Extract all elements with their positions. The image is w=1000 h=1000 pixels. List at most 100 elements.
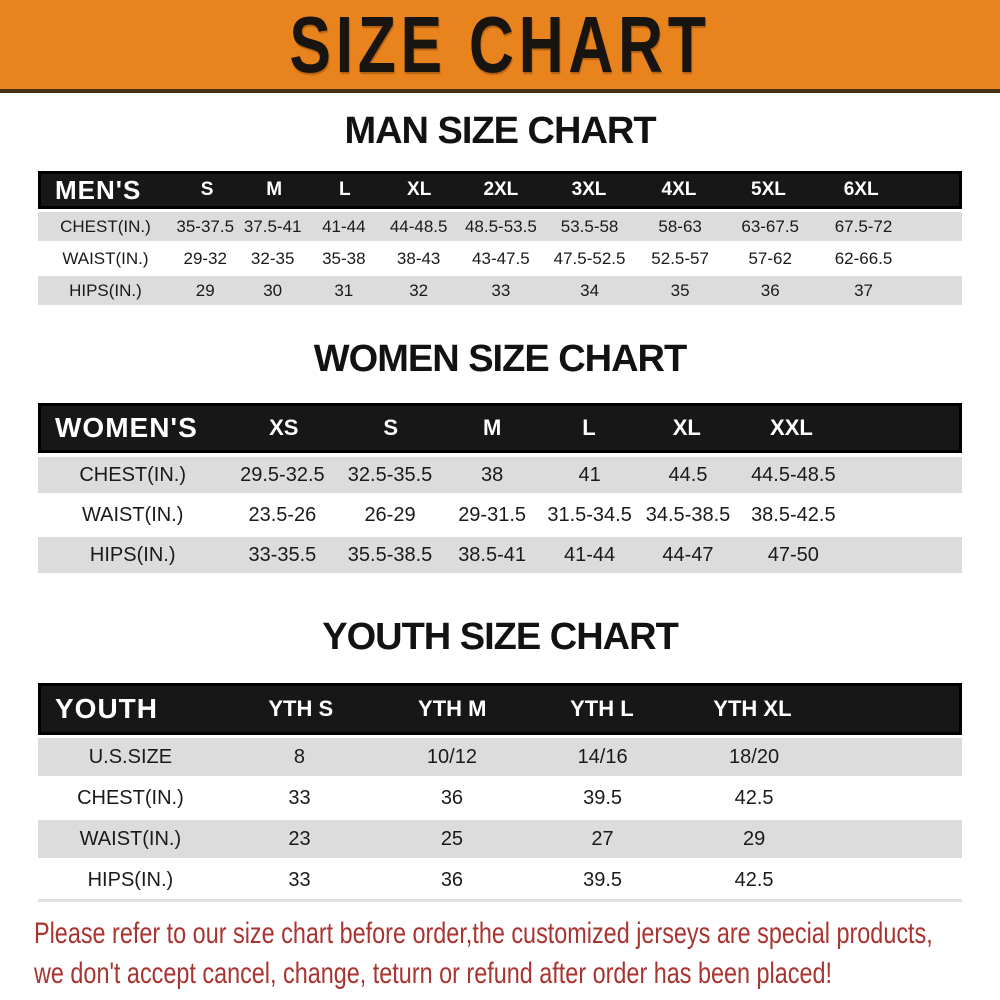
- size-column-header: YTH S: [268, 696, 334, 721]
- size-column-header: L: [582, 415, 596, 440]
- youth-table-label: YOUTH: [55, 693, 158, 724]
- size-value: 33: [288, 786, 311, 809]
- size-value: 44-48.5: [389, 216, 448, 236]
- row-label: WAIST(IN.): [62, 248, 149, 268]
- row-label: HIPS(IN.): [89, 543, 176, 566]
- size-value: 34.5-38.5: [645, 503, 731, 526]
- size-value: 57-62: [748, 248, 792, 268]
- table-row: U.S.SIZE 8 10/12 14/16 18/20: [38, 738, 962, 776]
- size-value: 44.5: [668, 463, 708, 486]
- size-value: 33: [491, 280, 511, 300]
- table-row: WAIST(IN.) 23.5-26 26-29 29-31.5 31.5-34.5 34…: [38, 497, 962, 533]
- size-value: 14/16: [577, 745, 628, 768]
- table-row: HIPS(IN.) 33-35.5 35.5-38.5 38.5-41 41-44 44-…: [38, 537, 962, 573]
- size-column-header: L: [339, 179, 351, 200]
- size-column-header: 5XL: [751, 179, 786, 200]
- size-value: 37.5-41: [243, 216, 302, 236]
- size-value: 33-35.5: [248, 543, 317, 566]
- size-column-header: S: [383, 415, 399, 440]
- size-value: 33: [288, 868, 311, 891]
- size-column-header: YTH M: [418, 696, 487, 721]
- table-row: HIPS(IN.) 29 30 31 32 33 34 35 36 37: [38, 276, 962, 305]
- size-column-header: S: [200, 179, 214, 200]
- size-value: 39.5: [583, 786, 623, 809]
- size-value: 38.5-41: [458, 543, 527, 566]
- size-value: 35.5-38.5: [347, 543, 433, 566]
- size-column-header: 4XL: [661, 179, 697, 200]
- size-chart-sections: MAN SIZE CHART MEN'S S M L XL 2XL 3XL 4XL 5XL 6XL C…: [0, 111, 1000, 902]
- man-size-chart-heading: MAN SIZE CHART: [344, 110, 656, 152]
- size-value: 39.5: [583, 868, 623, 891]
- size-value: 10/12: [426, 745, 477, 768]
- size-value: 18/20: [729, 745, 780, 768]
- table-row: HIPS(IN.) 33 36 39.5 42.5: [38, 861, 962, 902]
- size-value: 41-44: [564, 543, 616, 566]
- disclaimer-line-2: we don't accept cancel, change, teturn o…: [34, 957, 832, 990]
- table-row: CHEST(IN.) 29.5-32.5 32.5-35.5 38 41 44.5 44.5…: [38, 457, 962, 493]
- size-value: 25: [440, 827, 464, 850]
- man-table-label: MEN'S: [55, 174, 142, 205]
- size-value: 41-44: [322, 216, 366, 236]
- table-row: CHEST(IN.) 35-37.5 37.5-41 41-44 44-48.5 48.5…: [38, 212, 962, 241]
- size-value: 37: [854, 280, 873, 300]
- size-value: 31: [334, 280, 354, 300]
- size-value: 63-67.5: [741, 216, 800, 236]
- size-value: 38.5-42.5: [751, 503, 836, 526]
- youth-size-chart-heading: YOUTH SIZE CHART: [322, 616, 679, 658]
- row-label: WAIST(IN.): [79, 827, 182, 850]
- size-value: 34: [580, 280, 600, 300]
- size-value: 30: [263, 280, 283, 300]
- size-value: 38: [480, 463, 504, 486]
- size-column-header: XL: [672, 415, 701, 440]
- size-value: 36: [440, 868, 464, 891]
- size-column-header: 6XL: [843, 179, 879, 200]
- size-value: 26-29: [364, 503, 416, 526]
- size-column-header: XXL: [770, 415, 813, 440]
- youth-size-section: YOUTH SIZE CHART YOUTH YTH S YTH M YTH L YTH …: [0, 617, 1000, 902]
- youth-size-table: YOUTH YTH S YTH M YTH L YTH XL U.S.SIZE 8 10/12…: [38, 683, 962, 902]
- size-value: 58-63: [658, 216, 702, 236]
- size-value: 47.5-52.5: [553, 248, 626, 268]
- size-value: 44-47: [662, 543, 714, 566]
- size-value: 36: [760, 280, 780, 300]
- size-value: 48.5-53.5: [464, 216, 537, 236]
- size-value: 8: [293, 745, 306, 768]
- row-label: CHEST(IN.): [77, 786, 184, 809]
- size-column-header: 2XL: [483, 179, 519, 200]
- size-value: 35: [670, 280, 690, 300]
- size-column-header: XS: [269, 415, 299, 440]
- size-chart-banner: SIZE CHART: [0, 0, 1000, 93]
- size-column-header: YTH L: [570, 696, 634, 721]
- youth-table-header-bar: YOUTH YTH S YTH M YTH L YTH XL: [38, 683, 962, 735]
- size-value: 35-38: [322, 248, 366, 268]
- size-column-header: M: [266, 179, 283, 200]
- size-value: 43-47.5: [472, 248, 530, 268]
- size-value: 38-43: [396, 248, 441, 268]
- size-value: 35-37.5: [176, 216, 235, 236]
- size-column-header: 3XL: [571, 179, 607, 200]
- table-row: CHEST(IN.) 33 36 39.5 42.5: [38, 779, 962, 817]
- table-row: WAIST(IN.) 29-32 32-35 35-38 38-43 43-47.5 47.…: [38, 244, 962, 273]
- row-label: HIPS(IN.): [87, 868, 174, 891]
- size-value: 32-35: [250, 248, 295, 268]
- size-value: 44.5-48.5: [751, 463, 836, 486]
- size-column-header: XL: [407, 179, 432, 200]
- table-row: WAIST(IN.) 23 25 27 29: [38, 820, 962, 858]
- size-value: 29-32: [183, 248, 227, 268]
- size-value: 42.5: [734, 868, 774, 891]
- man-size-section: MAN SIZE CHART MEN'S S M L XL 2XL 3XL 4XL 5XL 6XL C…: [0, 111, 1000, 305]
- size-value: 42.5: [734, 786, 774, 809]
- women-size-chart-heading: WOMEN SIZE CHART: [313, 338, 687, 380]
- size-value: 27: [591, 827, 614, 850]
- man-size-table: MEN'S S M L XL 2XL 3XL 4XL 5XL 6XL CHEST(IN.) 35-37…: [38, 171, 962, 305]
- size-value: 23.5-26: [248, 503, 317, 526]
- women-table-header-bar: WOMEN'S XS S M L XL XXL: [38, 403, 962, 453]
- size-value: 47-50: [767, 543, 819, 566]
- size-value: 29: [742, 827, 766, 850]
- size-value: 32: [409, 280, 429, 300]
- size-value: 23: [288, 827, 311, 850]
- size-value: 52.5-57: [651, 248, 709, 268]
- row-label: U.S.SIZE: [88, 745, 173, 768]
- size-value: 29-31.5: [458, 503, 527, 526]
